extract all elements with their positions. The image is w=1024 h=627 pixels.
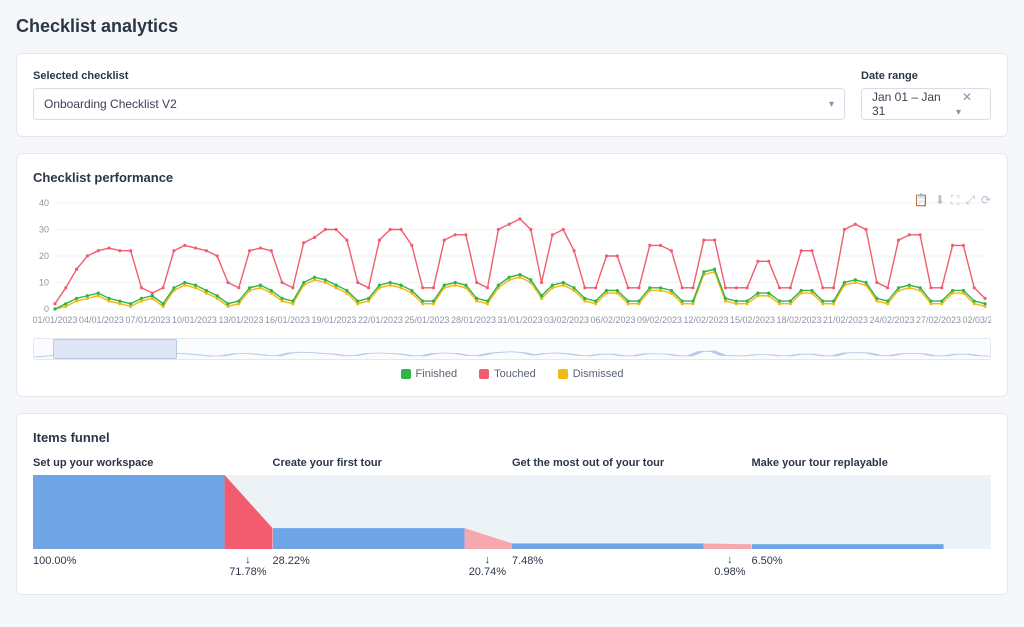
svg-text:27/02/2023: 27/02/2023 xyxy=(916,315,961,325)
legend-item[interactable]: Touched xyxy=(479,368,536,380)
page-title: Checklist analytics xyxy=(16,16,1008,37)
svg-text:16/01/2023: 16/01/2023 xyxy=(265,315,310,325)
daterange-value: Jan 01 – Jan 31 xyxy=(872,90,956,118)
svg-text:28/01/2023: 28/01/2023 xyxy=(451,315,496,325)
daterange-label: Date range xyxy=(861,70,991,82)
svg-text:20: 20 xyxy=(39,251,49,261)
funnel-drop-pct: 71.78% xyxy=(229,566,266,578)
enlarge-icon[interactable]: ⛶ xyxy=(951,193,959,208)
funnel-step-chart xyxy=(273,475,513,549)
funnel-title: Items funnel xyxy=(33,430,991,445)
svg-text:02/03/2023: 02/03/2023 xyxy=(963,315,991,325)
chevron-down-icon: ▾ xyxy=(829,99,834,110)
legend-label: Finished xyxy=(416,368,458,380)
svg-text:07/01/2023: 07/01/2023 xyxy=(125,315,170,325)
funnel-step-chart xyxy=(752,475,992,549)
funnel-step: Set up your workspace 100.00% ↓71.78% xyxy=(33,457,273,578)
performance-title: Checklist performance xyxy=(33,170,991,185)
chart-toolbar: 📋 ⬇ ⛶ ⤢ ⟳ xyxy=(914,193,991,208)
svg-text:25/01/2023: 25/01/2023 xyxy=(405,315,450,325)
svg-text:40: 40 xyxy=(39,198,49,208)
funnel-step-title: Make your tour replayable xyxy=(752,457,992,469)
svg-text:13/01/2023: 13/01/2023 xyxy=(219,315,264,325)
performance-card: Checklist performance 📋 ⬇ ⛶ ⤢ ⟳ 0 10 20 30 4… xyxy=(16,153,1008,397)
svg-text:30: 30 xyxy=(39,224,49,234)
chevron-down-icon: ▾ xyxy=(956,107,961,118)
checklist-value: Onboarding Checklist V2 xyxy=(44,97,177,111)
legend-item[interactable]: Finished xyxy=(401,368,458,380)
legend-swatch xyxy=(401,369,411,379)
funnel-step-pct: 6.50% xyxy=(752,555,783,567)
svg-text:06/02/2023: 06/02/2023 xyxy=(591,315,636,325)
svg-text:10: 10 xyxy=(39,277,49,287)
svg-text:03/02/2023: 03/02/2023 xyxy=(544,315,589,325)
svg-text:18/02/2023: 18/02/2023 xyxy=(777,315,822,325)
funnel-card: Items funnel Set up your workspace 100.0… xyxy=(16,413,1008,595)
svg-text:0: 0 xyxy=(44,304,49,314)
legend-label: Touched xyxy=(494,368,536,380)
funnel-drop: ↓0.98% xyxy=(714,555,745,578)
chart-legend: Finished Touched Dismissed xyxy=(33,368,991,380)
clear-icon[interactable]: ✕ xyxy=(962,90,972,104)
legend-label: Dismissed xyxy=(573,368,624,380)
funnel-drop-pct: 0.98% xyxy=(714,566,745,578)
svg-text:19/01/2023: 19/01/2023 xyxy=(312,315,357,325)
svg-text:10/01/2023: 10/01/2023 xyxy=(172,315,217,325)
reset-icon[interactable]: ⟳ xyxy=(981,193,991,208)
funnel-step-chart xyxy=(33,475,273,549)
legend-swatch xyxy=(558,369,568,379)
funnel-drop-pct: 20.74% xyxy=(469,566,506,578)
arrow-down-icon: ↓ xyxy=(469,555,506,566)
funnel-step: Create your first tour 28.22% ↓20.74% xyxy=(273,457,513,578)
checklist-label: Selected checklist xyxy=(33,70,845,82)
svg-text:01/01/2023: 01/01/2023 xyxy=(33,315,77,325)
svg-text:22/01/2023: 22/01/2023 xyxy=(358,315,403,325)
svg-text:24/02/2023: 24/02/2023 xyxy=(870,315,915,325)
svg-text:15/02/2023: 15/02/2023 xyxy=(730,315,775,325)
funnel-step-pct: 28.22% xyxy=(273,555,310,567)
funnel-step-title: Set up your workspace xyxy=(33,457,273,469)
funnel-step-pct: 100.00% xyxy=(33,555,76,567)
arrow-down-icon: ↓ xyxy=(714,555,745,566)
filters-card: Selected checklist Onboarding Checklist … xyxy=(16,53,1008,137)
chart-minimap[interactable] xyxy=(33,338,991,360)
svg-text:21/02/2023: 21/02/2023 xyxy=(823,315,868,325)
download-icon[interactable]: ⬇ xyxy=(935,193,945,208)
funnel-drop: ↓71.78% xyxy=(229,555,266,578)
funnel-step: Get the most out of your tour 7.48% ↓0.98… xyxy=(512,457,752,578)
minimap-selection[interactable] xyxy=(53,339,177,359)
svg-text:31/01/2023: 31/01/2023 xyxy=(498,315,543,325)
funnel-drop: ↓20.74% xyxy=(469,555,506,578)
clipboard-icon[interactable]: 📋 xyxy=(914,193,929,208)
exit-icon[interactable]: ⤢ xyxy=(965,193,975,208)
funnel-step: Make your tour replayable 6.50% xyxy=(752,457,992,578)
svg-text:04/01/2023: 04/01/2023 xyxy=(79,315,124,325)
funnel-step-chart xyxy=(512,475,752,549)
performance-chart: 01020304001/01/202304/01/202307/01/20231… xyxy=(33,197,991,327)
legend-item[interactable]: Dismissed xyxy=(558,368,624,380)
svg-text:09/02/2023: 09/02/2023 xyxy=(637,315,682,325)
legend-swatch xyxy=(479,369,489,379)
arrow-down-icon: ↓ xyxy=(229,555,266,566)
svg-text:12/02/2023: 12/02/2023 xyxy=(684,315,729,325)
funnel-step-title: Create your first tour xyxy=(273,457,513,469)
daterange-select[interactable]: Jan 01 – Jan 31 ✕ ▾ xyxy=(861,88,991,120)
funnel-step-title: Get the most out of your tour xyxy=(512,457,752,469)
funnel-step-pct: 7.48% xyxy=(512,555,543,567)
checklist-select[interactable]: Onboarding Checklist V2 ▾ xyxy=(33,88,845,120)
